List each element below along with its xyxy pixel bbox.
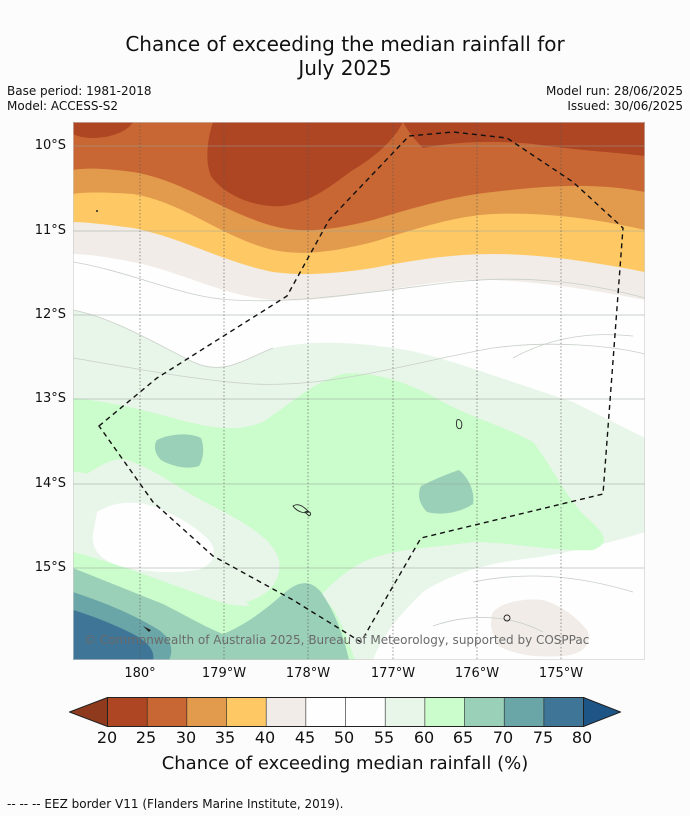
- lon-label-178w: 178°W: [285, 666, 331, 681]
- lat-label-13s: 13°S: [34, 391, 66, 406]
- lon-label-180: 180°: [124, 666, 156, 681]
- base-period-text: Base period: 1981-2018: [7, 84, 152, 98]
- colorbar-cell-50-55: [345, 697, 386, 727]
- region-75-80: [73, 610, 154, 660]
- issued-text: Issued: 30/06/2025: [567, 99, 683, 113]
- colorbar-cell-70-75: [503, 697, 545, 727]
- colorbar-tick-25: 25: [135, 728, 157, 747]
- lon-label-177w: 177°W: [370, 666, 416, 681]
- eez-footnote: -- -- -- EEZ border V11 (Flanders Marine…: [7, 797, 344, 811]
- colorbar-cell-45-50: [305, 697, 347, 727]
- colorbar-cell-20-25: [107, 697, 148, 727]
- region-40-45-se: [491, 599, 589, 657]
- lon-label-175w: 175°W: [538, 666, 584, 681]
- lat-label-11s: 11°S: [34, 223, 66, 238]
- lat-label-14s: 14°S: [34, 476, 66, 491]
- colorbar-tick-40: 40: [254, 728, 276, 747]
- map-svg: [73, 122, 645, 660]
- colorbar-cell-60-65: [424, 697, 466, 727]
- meta-right: Model run: 28/06/2025 Issued: 30/06/2025: [546, 84, 683, 114]
- colorbar-cell-25-30: [146, 697, 188, 727]
- island-e: [96, 210, 98, 212]
- lat-label-12s: 12°S: [34, 307, 66, 322]
- meta-left: Base period: 1981-2018 Model: ACCESS-S2: [7, 84, 152, 114]
- eez-border: [98, 131, 624, 643]
- colorbar-cell-55-60: [384, 697, 426, 727]
- island-c: [503, 614, 511, 622]
- lon-label-176w: 176°W: [454, 666, 500, 681]
- region-45-50-west: [92, 502, 214, 573]
- colorbar-title: Chance of exceeding median rainfall (%): [161, 753, 529, 774]
- colorbar-tick-35: 35: [214, 728, 236, 747]
- colorbar-tick-60: 60: [413, 728, 435, 747]
- colorbar-tick-20: 20: [96, 728, 118, 747]
- island-a: [456, 419, 463, 430]
- region-65-70-b: [419, 470, 474, 514]
- colorbar-tick-50: 50: [333, 728, 355, 747]
- island-d: [143, 626, 151, 632]
- gridlines: [73, 122, 645, 660]
- region-65-70-a: [154, 434, 204, 468]
- colorbar-extend-low: [69, 697, 108, 727]
- lat-label-10s: 10°S: [34, 138, 66, 153]
- colorbar-tick-55: 55: [373, 728, 395, 747]
- map-title: Chance of exceeding the median rainfall …: [0, 32, 690, 80]
- region-20-25-c: [73, 122, 133, 138]
- model-run-text: Model run: 28/06/2025: [545, 84, 683, 98]
- region-60-65: [73, 373, 604, 627]
- colorbar-tick-70: 70: [492, 728, 514, 747]
- colorbar-tick-30: 30: [175, 728, 197, 747]
- colorbar-cell-30-35: [186, 697, 228, 727]
- colorbar: [69, 697, 621, 727]
- colorbar-tick-45: 45: [294, 728, 316, 747]
- colorbar-cell-40-45: [265, 697, 307, 727]
- copyright-text: © Commonwealth of Australia 2025, Bureau…: [84, 633, 590, 647]
- lon-label-179w: 179°W: [201, 666, 247, 681]
- region-20-25-b: [403, 122, 645, 156]
- colorbar-cell-35-40: [226, 697, 267, 727]
- colorbar-tick-80: 80: [571, 728, 593, 747]
- rainfall-map: [73, 122, 645, 660]
- map-frame: [73, 122, 645, 660]
- title-line-2: July 2025: [298, 56, 392, 80]
- colorbar-tick-65: 65: [452, 728, 474, 747]
- colorbar-cell-65-70: [464, 697, 505, 727]
- colorbar-extend-high: [583, 697, 621, 727]
- colorbar-tick-75: 75: [532, 728, 554, 747]
- lat-label-15s: 15°S: [34, 560, 66, 575]
- region-20-25-a: [207, 122, 403, 207]
- colorbar-cell-75-80: [543, 697, 585, 727]
- title-line-1: Chance of exceeding the median rainfall …: [125, 32, 565, 56]
- island-b: [292, 504, 312, 517]
- model-text: Model: ACCESS-S2: [7, 99, 119, 113]
